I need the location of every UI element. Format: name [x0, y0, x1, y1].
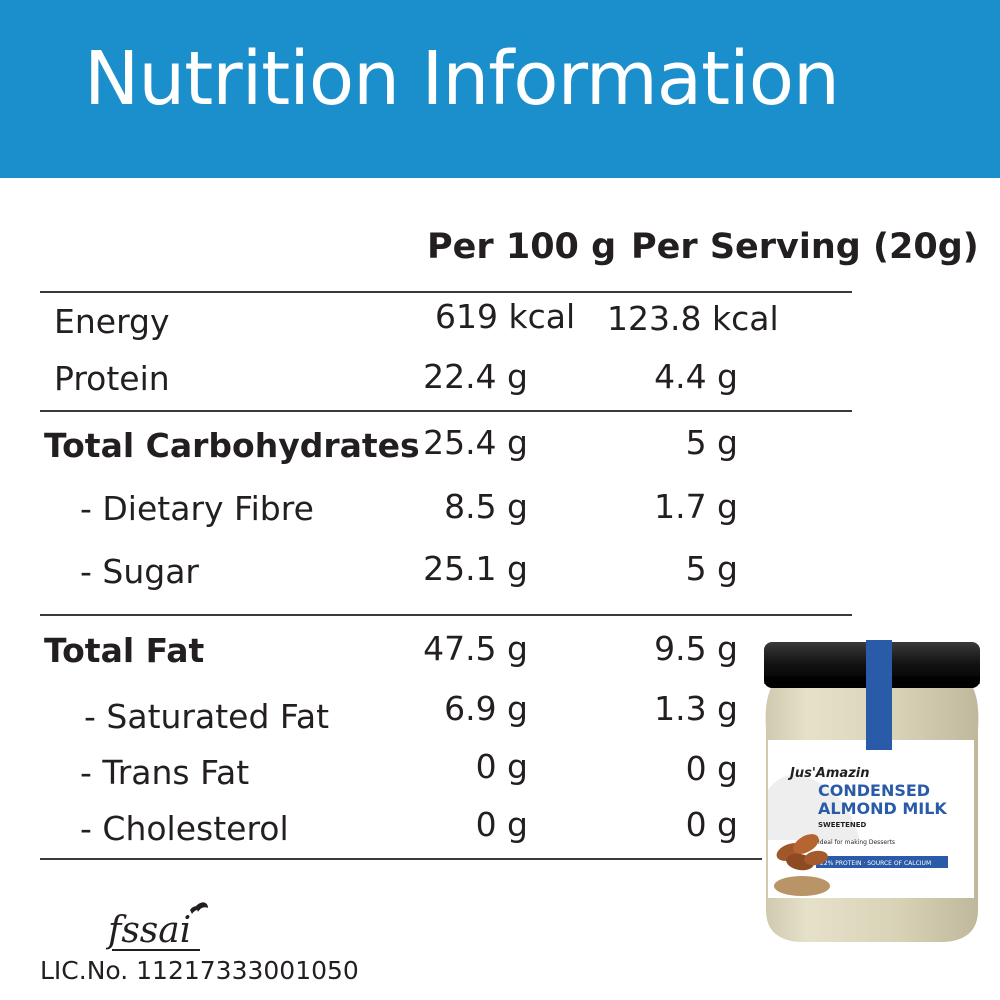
- row-value-energy-serving: 123.8 kcal: [607, 299, 779, 338]
- row-value-sugar-per100: 25.1 g: [423, 549, 528, 588]
- row-value-energy-per100: 619 kcal: [435, 297, 576, 336]
- column-header-per-serving: Per Serving (20g): [631, 227, 979, 267]
- table-divider-fat: [40, 614, 852, 616]
- svg-text:CONDENSED: CONDENSED: [818, 781, 930, 800]
- row-value-carbs-serving: 5 g: [685, 423, 738, 462]
- row-value-fibre-per100: 8.5 g: [444, 487, 528, 526]
- row-value-fat-serving: 9.5 g: [654, 629, 738, 668]
- row-value-carbs-per100: 25.4 g: [423, 423, 528, 462]
- row-label-dietary-fibre: - Dietary Fibre: [80, 489, 314, 528]
- row-label-total-carbohydrates: Total Carbohydrates: [44, 426, 420, 465]
- table-divider-bottom: [40, 858, 762, 860]
- license-number: LIC.No. 11217333001050: [40, 956, 359, 985]
- svg-text:Jus'Amazin: Jus'Amazin: [787, 766, 869, 781]
- row-label-cholesterol: - Cholesterol: [80, 809, 289, 848]
- row-value-cholesterol-serving: 0 g: [685, 805, 738, 844]
- svg-text:Ideal for making Desserts: Ideal for making Desserts: [818, 839, 895, 846]
- row-value-sugar-serving: 5 g: [685, 549, 738, 588]
- page-title: Nutrition Information: [84, 36, 840, 122]
- row-label-total-fat: Total Fat: [44, 631, 205, 670]
- svg-text:fssai: fssai: [105, 910, 191, 951]
- row-value-satfat-serving: 1.3 g: [654, 689, 738, 728]
- table-divider-carbs: [40, 410, 852, 412]
- product-jar-image: Jus'Amazin CONDENSED ALMOND MILK SWEETEN…: [764, 640, 980, 942]
- row-label-energy: Energy: [54, 302, 170, 341]
- svg-text:SWEETENED: SWEETENED: [818, 821, 867, 829]
- row-label-saturated-fat: - Saturated Fat: [84, 697, 330, 736]
- column-header-per-100g: Per 100 g: [427, 227, 617, 267]
- row-value-fat-per100: 47.5 g: [423, 629, 528, 668]
- row-value-cholesterol-per100: 0 g: [475, 805, 528, 844]
- fssai-logo-icon: fssai: [105, 902, 208, 951]
- row-value-transfat-serving: 0 g: [685, 749, 738, 788]
- row-label-sugar: - Sugar: [80, 552, 199, 591]
- row-value-transfat-per100: 0 g: [475, 747, 528, 786]
- row-value-satfat-per100: 6.9 g: [444, 689, 528, 728]
- row-value-protein-per100: 22.4 g: [423, 357, 528, 396]
- row-label-protein: Protein: [54, 359, 170, 398]
- row-value-protein-serving: 4.4 g: [654, 357, 738, 396]
- table-divider-top: [40, 291, 852, 293]
- header-banner: Nutrition Information: [0, 0, 1000, 178]
- row-label-trans-fat: - Trans Fat: [80, 753, 250, 792]
- row-value-fibre-serving: 1.7 g: [654, 487, 738, 526]
- svg-text:ALMOND MILK: ALMOND MILK: [818, 799, 947, 818]
- svg-text:22% PROTEIN · SOURCE OF CALCIU: 22% PROTEIN · SOURCE OF CALCIUM: [820, 860, 931, 867]
